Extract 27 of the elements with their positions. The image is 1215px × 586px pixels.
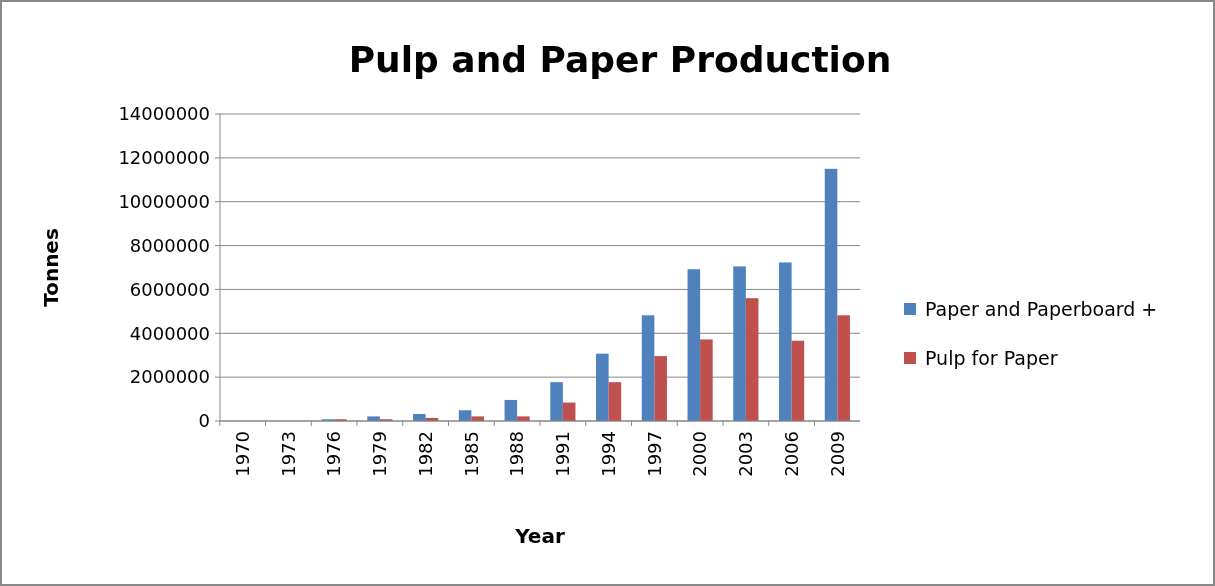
y-tick-label: 6000000 bbox=[129, 278, 210, 300]
x-tick-label: 1976 bbox=[323, 431, 345, 477]
y-tick-label: 10000000 bbox=[118, 191, 210, 213]
y-tick-label: 2000000 bbox=[129, 366, 210, 388]
legend-label: Paper and Paperboard + bbox=[925, 297, 1158, 320]
x-tick-label: 2000 bbox=[689, 431, 711, 477]
x-tick-label: 1973 bbox=[277, 431, 299, 477]
x-tick-label: 1979 bbox=[369, 431, 391, 477]
x-tick-label: 2003 bbox=[735, 431, 757, 477]
x-tick-label: 1970 bbox=[231, 431, 253, 477]
y-tick-label: 14000000 bbox=[118, 103, 210, 125]
x-tick-label: 1991 bbox=[552, 431, 574, 477]
x-axis-title: Year bbox=[514, 524, 565, 548]
x-tick-label: 1985 bbox=[460, 431, 482, 477]
x-tick-label: 2006 bbox=[780, 431, 802, 477]
chart-title: Pulp and Paper Production bbox=[348, 39, 892, 80]
y-tick-label: 8000000 bbox=[129, 234, 210, 256]
legend-label: Pulp for Paper bbox=[925, 346, 1058, 369]
x-tick-label: 1997 bbox=[643, 431, 665, 477]
y-tick-label: 12000000 bbox=[118, 147, 210, 169]
y-tick-label: 0 bbox=[198, 410, 210, 432]
x-tick-label: 1988 bbox=[506, 431, 528, 477]
y-axis-title: Tonnes bbox=[39, 228, 63, 307]
y-tick-label: 4000000 bbox=[129, 322, 210, 344]
x-tick-label: 1994 bbox=[597, 431, 619, 477]
x-tick-label: 1982 bbox=[414, 431, 436, 477]
x-tick-label: 2009 bbox=[826, 431, 848, 477]
